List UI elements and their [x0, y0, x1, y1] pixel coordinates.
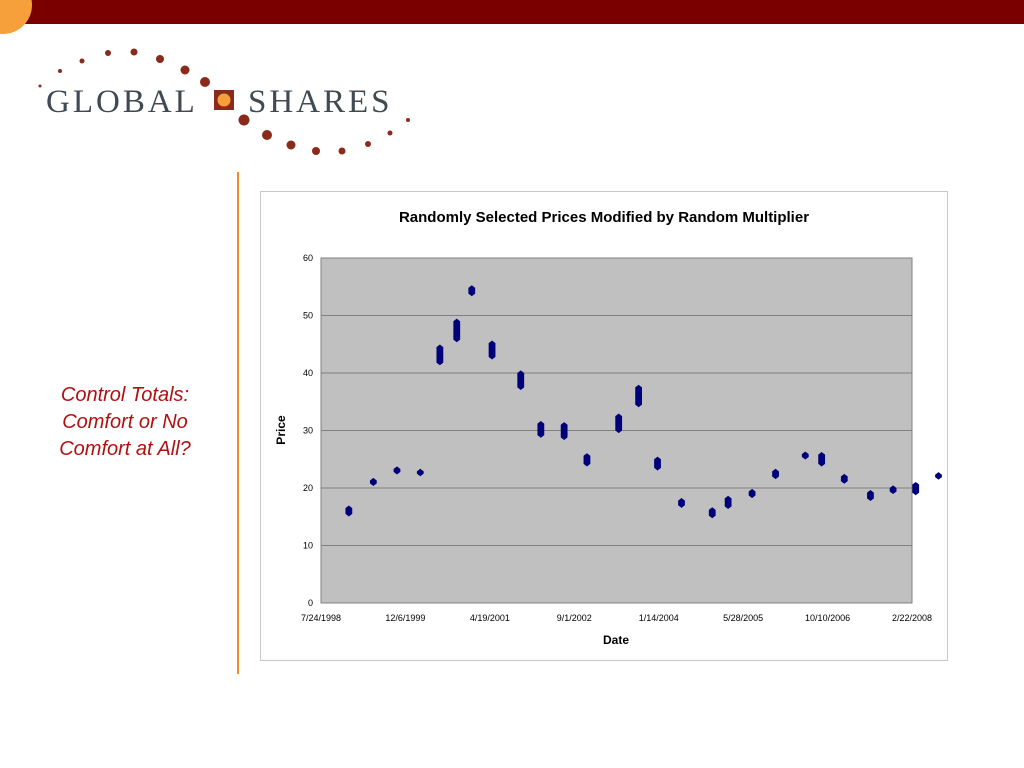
- x-tick-label: 1/14/2004: [639, 613, 679, 623]
- x-tick-label: 9/1/2002: [557, 613, 592, 623]
- data-point: [654, 456, 661, 471]
- data-point: [345, 505, 353, 517]
- data-point: [488, 340, 496, 360]
- data-point: [615, 413, 623, 434]
- data-point: [537, 421, 545, 438]
- data-point: [708, 507, 716, 519]
- orange-circle-accent: [0, 0, 32, 34]
- y-axis-title: Price: [274, 415, 288, 445]
- data-point: [453, 318, 461, 343]
- global-shares-logo: GLOBAL SHARES: [30, 40, 430, 160]
- data-point: [560, 422, 568, 440]
- data-point: [393, 466, 401, 475]
- y-tick-label: 50: [303, 311, 313, 321]
- divider-line: [237, 172, 239, 674]
- logo-graphic: GLOBAL SHARES: [38, 48, 410, 155]
- logo-dots: [38, 48, 410, 155]
- y-tick-label: 10: [303, 541, 313, 551]
- x-axis-title: Date: [603, 633, 629, 647]
- data-point: [840, 473, 848, 484]
- data-point: [369, 477, 377, 486]
- scatter-chart: Randomly Selected Prices Modified by Ran…: [260, 191, 948, 661]
- data-point: [678, 498, 685, 508]
- x-tick-label: 4/19/2001: [470, 613, 510, 623]
- x-tick-label: 7/24/1998: [301, 613, 341, 623]
- data-point: [724, 495, 732, 509]
- data-point: [436, 344, 444, 366]
- y-tick-label: 0: [308, 598, 313, 608]
- x-tick-label: 2/22/2008: [892, 613, 932, 623]
- data-point: [416, 468, 424, 477]
- x-tick-label: 5/28/2005: [723, 613, 763, 623]
- y-tick-label: 60: [303, 253, 313, 263]
- y-axis-ticks: 0 10 20 30 40 50 60: [303, 253, 313, 608]
- logo-text-right: SHARES: [248, 84, 393, 120]
- data-point: [583, 453, 591, 467]
- data-point: [748, 488, 756, 499]
- x-tick-label: 10/10/2006: [805, 613, 850, 623]
- logo-text-left: GLOBAL: [46, 84, 198, 120]
- y-tick-label: 30: [303, 426, 313, 436]
- grid-lines: [321, 315, 912, 546]
- data-points: [345, 285, 942, 519]
- data-point: [912, 481, 920, 496]
- data-point: [635, 384, 643, 408]
- y-tick-label: 20: [303, 483, 313, 493]
- data-point: [517, 370, 525, 390]
- chart-svg: Randomly Selected Prices Modified by Ran…: [274, 209, 942, 647]
- x-axis-ticks: 7/24/1998 12/6/1999 4/19/2001 9/1/2002 1/14/…: [301, 613, 932, 623]
- chart-title: Randomly Selected Prices Modified by Ran…: [399, 209, 809, 226]
- data-point: [468, 285, 476, 297]
- data-point: [867, 490, 874, 501]
- data-point: [772, 468, 779, 480]
- logo-square-center: [217, 93, 231, 107]
- data-point: [935, 472, 942, 480]
- data-point: [818, 452, 826, 467]
- data-point: [801, 451, 809, 460]
- data-point: [889, 485, 897, 495]
- y-tick-label: 40: [303, 368, 313, 378]
- side-note: Control Totals: Comfort or No Comfort at…: [59, 384, 191, 460]
- top-banner: [0, 0, 1024, 34]
- x-tick-label: 12/6/1999: [385, 613, 425, 623]
